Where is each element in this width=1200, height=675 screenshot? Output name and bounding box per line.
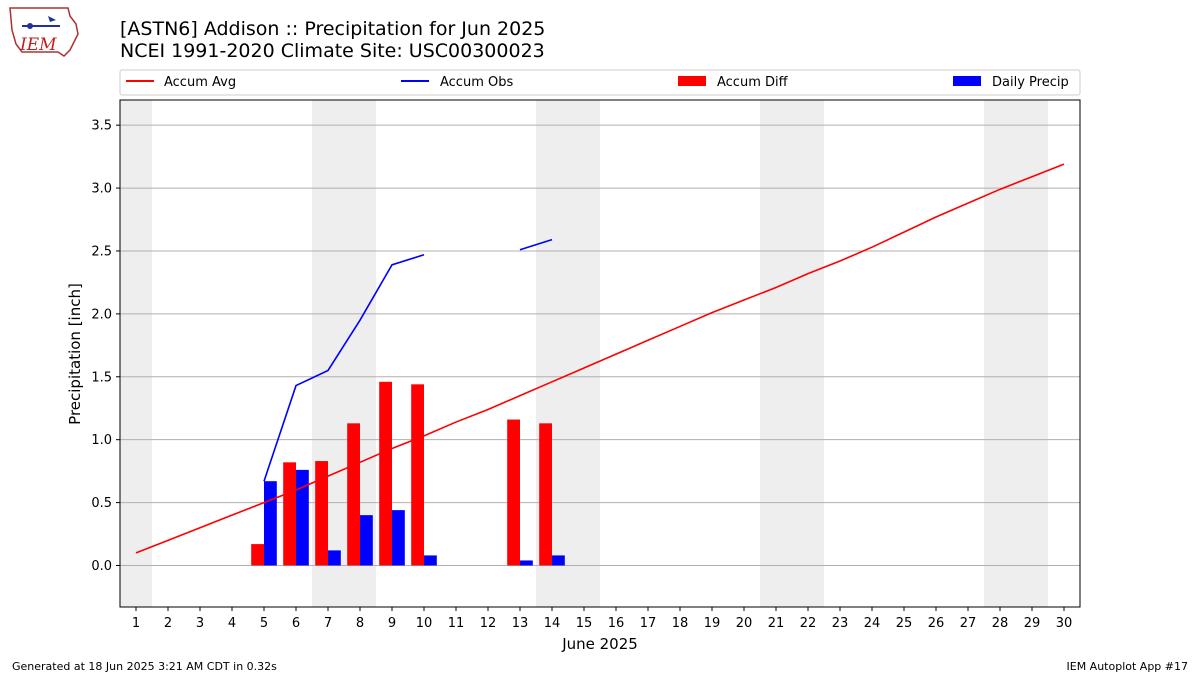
x-tick-label: 13	[512, 616, 529, 631]
weekend-band	[984, 100, 1048, 607]
x-tick-label: 14	[544, 616, 561, 631]
legend-frame	[119, 69, 1081, 96]
x-tick-label: 17	[640, 616, 657, 631]
accum-diff-bar	[379, 381, 392, 566]
x-tick-label: 15	[576, 616, 593, 631]
x-tick-label: 2	[164, 616, 172, 631]
daily-precip-bar	[520, 560, 533, 566]
x-tick-label: 26	[928, 616, 945, 631]
accum-diff-bar	[507, 419, 520, 566]
bars	[251, 381, 565, 566]
y-tick-label: 2.0	[91, 307, 112, 322]
accum-obs-line	[519, 238, 553, 251]
x-axis-label: June 2025	[561, 635, 638, 653]
daily-precip-bar	[264, 481, 277, 566]
x-tick-label: 6	[292, 616, 300, 631]
x-tick-label: 18	[672, 616, 689, 631]
daily-precip-bar	[552, 555, 565, 566]
daily-precip-bar	[360, 515, 373, 566]
x-tick-label: 24	[864, 616, 881, 631]
x-tick-label: 28	[992, 616, 1009, 631]
legend-label-accum-avg: Accum Avg	[164, 75, 236, 90]
legend: Accum Avg Accum Obs Accum Diff Daily Pre…	[119, 69, 1081, 96]
accum-diff-bar	[539, 423, 552, 566]
accum-diff-bar	[411, 384, 424, 566]
accum-diff-bar	[283, 462, 296, 566]
logo-text: IEM	[19, 35, 57, 55]
iem-logo: IEM	[9, 7, 79, 57]
y-tick-label: 2.5	[91, 244, 112, 259]
x-tick-label: 22	[800, 616, 817, 631]
accum-avg-line	[135, 163, 1065, 554]
x-tick-label: 29	[1024, 616, 1041, 631]
legend-label-daily-precip: Daily Precip	[992, 75, 1069, 90]
x-tick-label: 16	[608, 616, 625, 631]
y-axis-label: Precipitation [inch]	[66, 283, 84, 425]
x-tick-label: 7	[324, 616, 332, 631]
accum-diff-bar	[251, 544, 264, 566]
y-tick-label: 1.5	[91, 370, 112, 385]
legend-label-accum-diff: Accum Diff	[717, 75, 789, 90]
accum-diff-bar	[315, 461, 328, 566]
x-tick-label: 19	[704, 616, 721, 631]
accum-diff-bar	[347, 423, 360, 566]
daily-precip-bar	[424, 555, 437, 566]
footer-generated: Generated at 18 Jun 2025 3:21 AM CDT in …	[12, 660, 277, 673]
daily-precip-bar	[296, 469, 309, 566]
y-tick-label: 3.0	[91, 182, 112, 197]
daily-precip-bar	[392, 510, 405, 566]
y-gridlines	[120, 124, 1080, 566]
daily-precip-bar	[328, 550, 341, 566]
x-tick-label: 11	[448, 616, 465, 631]
x-tick-label: 1	[132, 616, 140, 631]
chart-title: [ASTN6] Addison :: Precipitation for Jun…	[120, 18, 545, 40]
x-tick-label: 8	[356, 616, 364, 631]
accum-obs-line	[263, 253, 425, 482]
y-tick-label: 0.0	[91, 559, 112, 574]
x-tick-label: 5	[260, 616, 268, 631]
legend-label-accum-obs: Accum Obs	[440, 75, 513, 90]
x-tick-label: 30	[1056, 616, 1073, 631]
weekend-band	[120, 100, 152, 607]
x-ticks: 1 2 3 4 5 6 7 8 9 10 11 12 13 14 15 16 17 18 19 20 21 22 23 24 2…	[132, 607, 1072, 631]
x-tick-label: 4	[228, 616, 236, 631]
x-tick-label: 23	[832, 616, 849, 631]
x-tick-label: 12	[480, 616, 497, 631]
legend-swatch-accum-diff	[678, 76, 706, 86]
footer-app: IEM Autoplot App #17	[1067, 660, 1189, 673]
x-tick-label: 10	[416, 616, 433, 631]
y-tick-label: 3.5	[91, 119, 112, 134]
y-tick-label: 1.0	[91, 433, 112, 448]
x-tick-label: 9	[388, 616, 396, 631]
x-tick-label: 3	[196, 616, 204, 631]
x-tick-label: 21	[768, 616, 785, 631]
y-ticks: 0.0 0.5 1.0 1.5 2.0 2.5 3.0 3.5	[91, 119, 120, 574]
chart-subtitle: NCEI 1991-2020 Climate Site: USC00300023	[120, 40, 545, 62]
lines	[135, 163, 1065, 554]
y-tick-label: 0.5	[91, 496, 112, 511]
legend-swatch-daily-precip	[953, 76, 981, 86]
x-tick-label: 25	[896, 616, 913, 631]
x-tick-label: 27	[960, 616, 977, 631]
x-tick-label: 20	[736, 616, 753, 631]
weekend-shading	[120, 100, 1048, 607]
plot-frame	[119, 99, 1081, 608]
weekend-band	[760, 100, 824, 607]
